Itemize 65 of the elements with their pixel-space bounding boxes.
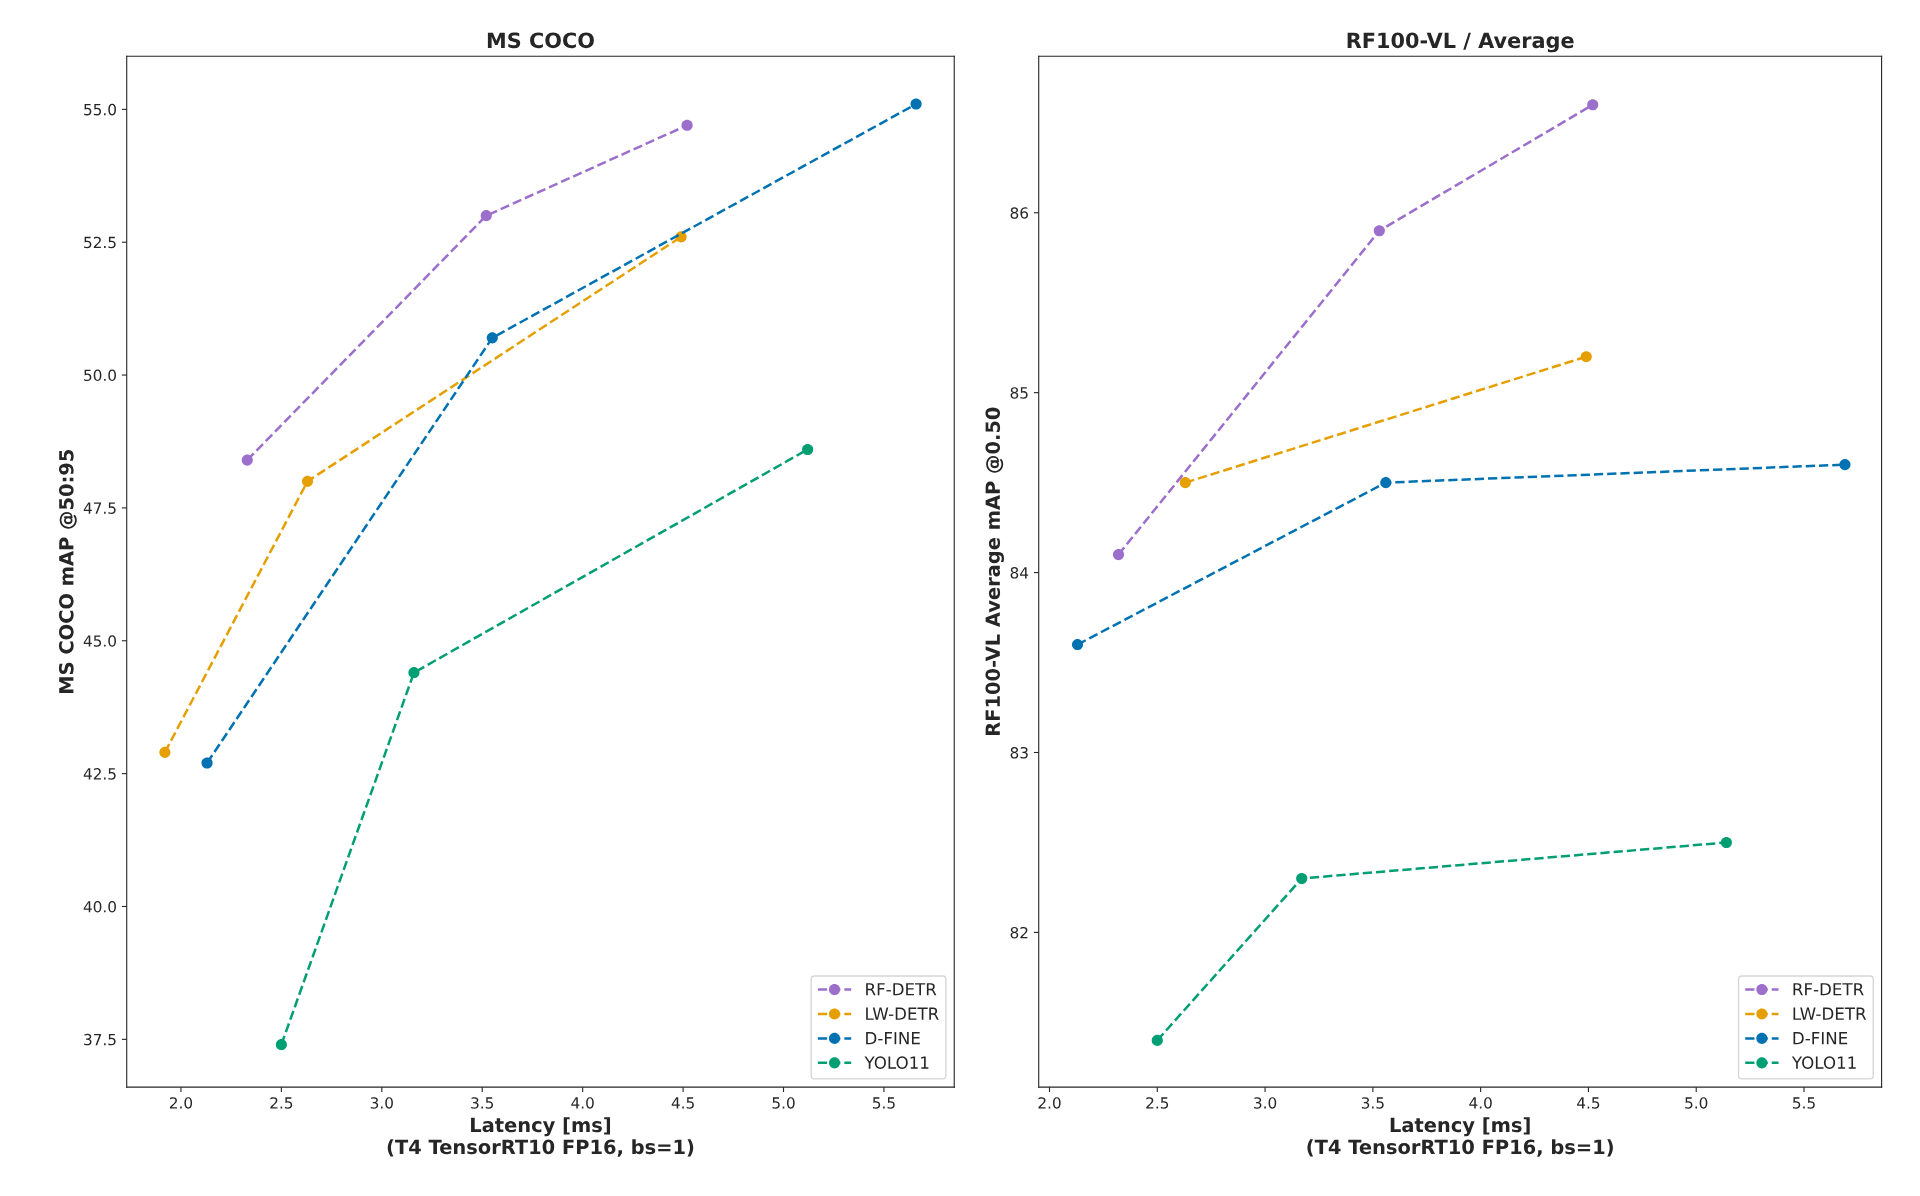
point bbox=[1071, 639, 1084, 651]
x-tick-label: 4.5 bbox=[671, 1097, 694, 1109]
y-tick-label: 50.0 bbox=[84, 369, 116, 382]
y-tick-label: 40.0 bbox=[83, 900, 116, 913]
x-tick-label: 5.5 bbox=[1793, 1097, 1815, 1109]
x-tick-label: 5.5 bbox=[872, 1097, 895, 1109]
x-tick-label: 2.5 bbox=[270, 1097, 293, 1109]
y-tick-label: 42.5 bbox=[83, 768, 116, 780]
legend-label: D-FINE bbox=[866, 1032, 920, 1045]
x-tick-label: 2.0 bbox=[169, 1097, 193, 1109]
y-axis-title: MS COCO mAP @50:95 bbox=[58, 449, 77, 693]
y-tick-label: 55.0 bbox=[84, 103, 116, 116]
x-tick-label: 3.5 bbox=[1361, 1097, 1384, 1109]
x-tick-label: 3.0 bbox=[370, 1097, 393, 1109]
x-tick-label: 3.0 bbox=[1254, 1097, 1277, 1109]
point bbox=[408, 667, 420, 679]
legend-label: LW-DETR bbox=[1793, 1007, 1867, 1020]
x-axis-title: Latency [ms] (T4 TensorRT10 FP16, bs=1) bbox=[1307, 1117, 1613, 1157]
point bbox=[241, 454, 253, 466]
point bbox=[681, 119, 693, 131]
y-tick-label: 45.0 bbox=[83, 635, 116, 647]
point bbox=[1839, 459, 1851, 471]
point bbox=[1720, 836, 1732, 849]
point bbox=[1373, 225, 1385, 237]
y-tick-label: 84 bbox=[1010, 567, 1029, 579]
y-tick-label: 52.5 bbox=[84, 236, 116, 249]
legend-label: RF-DETR bbox=[866, 983, 937, 996]
x-tick-label: 5.0 bbox=[1685, 1097, 1708, 1109]
x-tick-label: 5.0 bbox=[772, 1097, 795, 1109]
y-tick-label: 85 bbox=[1010, 387, 1028, 399]
point bbox=[275, 1039, 287, 1051]
point bbox=[1587, 99, 1599, 111]
chart-title: MS COCO bbox=[487, 32, 594, 49]
point bbox=[1380, 477, 1392, 489]
point bbox=[1580, 351, 1592, 363]
y-tick-label: 82 bbox=[1010, 926, 1028, 939]
point bbox=[159, 746, 171, 758]
point bbox=[1296, 872, 1308, 885]
legend-label: D-FINE bbox=[1793, 1032, 1848, 1045]
x-tick-label: 2.0 bbox=[1038, 1097, 1061, 1109]
x-tick-label: 2.5 bbox=[1146, 1097, 1169, 1109]
y-tick-label: 37.5 bbox=[84, 1033, 116, 1046]
point bbox=[1112, 549, 1125, 561]
x-tick-label: 3.5 bbox=[471, 1097, 494, 1109]
point bbox=[486, 332, 498, 344]
x-tick-label: 4.0 bbox=[1469, 1097, 1492, 1109]
point bbox=[1179, 477, 1191, 489]
point bbox=[802, 443, 814, 456]
y-tick-label: 86 bbox=[1010, 207, 1029, 219]
chart-title: RF100-VL / Average bbox=[1347, 32, 1574, 53]
y-tick-label: 47.5 bbox=[83, 502, 116, 514]
y-axis-title: RF100-VL Average mAP @0.50 bbox=[985, 407, 1004, 736]
point bbox=[480, 210, 492, 222]
legend-label: RF-DETR bbox=[1793, 983, 1864, 996]
point bbox=[201, 757, 213, 769]
point bbox=[1151, 1034, 1163, 1046]
point bbox=[301, 475, 314, 487]
x-tick-label: 4.0 bbox=[571, 1097, 594, 1109]
point bbox=[910, 98, 922, 110]
legend-label: YOLO11 bbox=[1791, 1056, 1856, 1069]
legend-label: YOLO11 bbox=[864, 1056, 929, 1069]
x-axis-title: Latency [ms] (T4 TensorRT10 FP16, bs=1) bbox=[387, 1117, 694, 1157]
y-tick-label: 83 bbox=[1010, 746, 1028, 759]
x-tick-label: 4.5 bbox=[1577, 1097, 1600, 1109]
legend-label: LW-DETR bbox=[866, 1007, 939, 1020]
